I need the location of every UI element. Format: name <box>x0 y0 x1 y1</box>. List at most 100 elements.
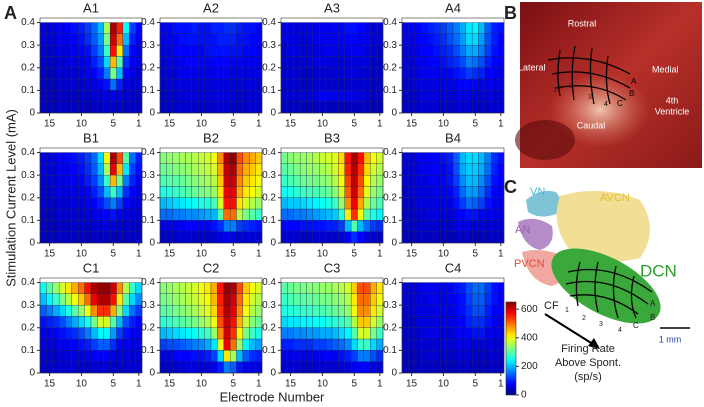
heatmap-cell <box>217 152 224 164</box>
x-tick-label: 5 <box>111 379 117 390</box>
x-tick-label: 5 <box>352 119 358 130</box>
heatmap-cell <box>116 44 124 57</box>
heatmap-cell <box>420 78 428 91</box>
heatmap-cell <box>116 338 124 351</box>
heatmap-cell <box>491 293 498 306</box>
heatmap-cell <box>249 101 256 114</box>
heatmap-cell <box>433 350 441 362</box>
panel-frame <box>159 147 263 244</box>
heatmap-cell <box>236 361 244 374</box>
heatmap-cell <box>217 197 224 210</box>
y-tick-label: 0 <box>270 108 276 119</box>
heatmap-cell <box>427 208 435 221</box>
heatmap-cell <box>280 208 288 221</box>
heatmap-cell <box>52 197 60 210</box>
heatmap-cell <box>255 304 263 317</box>
heatmap-cell <box>376 361 384 374</box>
heatmap-cell <box>71 197 79 210</box>
region-label: AN <box>515 224 530 236</box>
heatmap-cell <box>306 338 314 351</box>
heatmap-cell <box>376 163 384 176</box>
heatmap-cell <box>370 67 377 80</box>
heatmap-cell <box>484 78 492 91</box>
heatmap-cell <box>242 22 250 34</box>
heatmap-cell <box>159 282 167 294</box>
heatmap-cell <box>338 282 345 294</box>
heatmap-cell <box>223 220 231 232</box>
heatmap-cell <box>408 361 415 374</box>
heatmap-cell <box>293 163 301 176</box>
x-tick-label: 15 <box>285 249 297 260</box>
heatmap-cell <box>478 101 486 114</box>
heatmap-cell <box>370 316 377 328</box>
x-tick-label: 1 <box>377 249 383 260</box>
heatmap-cell <box>116 361 124 374</box>
heatmap-cell <box>408 304 415 317</box>
heatmap-cell <box>497 67 505 80</box>
heatmap-cell <box>166 67 173 80</box>
heatmap-cell <box>446 44 454 57</box>
x-tick-label: 15 <box>44 249 56 260</box>
heatmap-cell <box>452 361 460 374</box>
heatmap-cell <box>242 44 250 57</box>
heatmap-cell <box>172 101 180 114</box>
heatmap-cell <box>84 208 92 221</box>
heatmap-cell <box>52 327 60 340</box>
heatmap-cell <box>287 361 294 374</box>
heatmap-cell <box>229 231 237 244</box>
heatmap-cell <box>338 56 345 68</box>
heatmap-cell <box>433 361 441 374</box>
heatmap-cell <box>52 186 60 198</box>
heatmap-cell <box>465 101 473 114</box>
heatmap-cell <box>58 44 66 57</box>
heatmap-cell <box>459 174 466 187</box>
heatmap-cell <box>249 350 256 362</box>
heatmap-cell <box>255 220 263 232</box>
heatmap-cell <box>191 350 199 362</box>
heatmap-cell <box>249 197 256 210</box>
heatmap-cell <box>370 304 377 317</box>
heatmap-cell <box>204 304 212 317</box>
heatmap-cell <box>52 174 60 187</box>
scale-label: 1 mm <box>659 334 682 344</box>
heatmap-cell <box>122 208 130 221</box>
heatmap-cell <box>178 174 186 187</box>
x-tick-label: 10 <box>317 249 329 260</box>
row-label: A <box>631 77 637 86</box>
heatmap-cell <box>236 327 244 340</box>
heatmap-cell <box>338 67 345 80</box>
heatmap-cell <box>363 327 371 340</box>
region-avcn <box>556 190 650 262</box>
heatmap-cell <box>427 338 435 351</box>
electrode-label: 3 <box>588 94 592 101</box>
heatmap-cell <box>363 78 371 91</box>
heatmap-cell <box>414 361 422 374</box>
y-tick-label: 0.3 <box>21 40 35 51</box>
heatmap-cell <box>166 327 173 340</box>
heatmap-cell <box>414 56 422 68</box>
heatmap-cell <box>229 90 237 102</box>
heatmap-cell <box>344 90 352 102</box>
heatmap-cell <box>414 152 422 164</box>
heatmap-cell <box>52 361 60 374</box>
heatmap-cell <box>452 101 460 114</box>
heatmap-cell <box>293 67 301 80</box>
heatmap-cell <box>204 316 212 328</box>
heatmap-cell <box>39 282 47 294</box>
heatmap-cell <box>178 78 186 91</box>
heatmap-cell <box>471 208 479 221</box>
heatmap-cell <box>363 282 371 294</box>
panel-title: A4 <box>445 0 461 15</box>
heatmap-cell <box>71 350 79 362</box>
heatmap-cell <box>172 67 180 80</box>
heatmap-cell <box>166 316 173 328</box>
heatmap-cell <box>452 186 460 198</box>
heatmap-cell <box>280 338 288 351</box>
heatmap-cell <box>236 186 244 198</box>
heatmap-cell <box>103 90 111 102</box>
heatmap-cell <box>249 78 256 91</box>
heatmap-cell <box>217 327 224 340</box>
